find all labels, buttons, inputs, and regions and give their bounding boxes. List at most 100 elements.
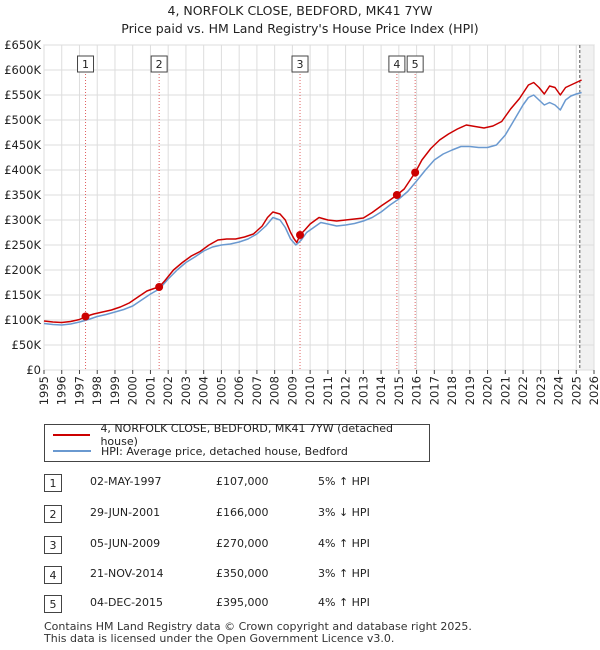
hpi-line — [43, 91, 582, 326]
legend-item-property: 4, NORFOLK CLOSE, BEDFORD, MK41 7YW (det… — [53, 422, 429, 448]
transaction-date: 04-DEC-2015 — [90, 596, 164, 609]
plot-area — [43, 44, 595, 371]
sale-box-label-5: 5 — [412, 58, 419, 71]
gridlines — [43, 44, 595, 371]
transaction-date: 05-JUN-2009 — [90, 537, 161, 550]
x-tick-label: 2009 — [285, 376, 299, 405]
transaction-hpi: 3% ↑ HPI — [318, 567, 370, 580]
sale-box-label-4: 4 — [393, 58, 400, 71]
x-tick-label: 2003 — [179, 376, 193, 405]
x-tick-label: 2001 — [143, 376, 157, 405]
y-tick-label: £150K — [4, 288, 41, 302]
x-tick-label: 2002 — [161, 376, 175, 405]
transaction-number: 3 — [44, 536, 62, 554]
x-axis: 1995 1996 1997 1998 1999 2000 2001 2002 2003 2004… — [37, 370, 600, 405]
x-tick-label: 2016 — [410, 376, 424, 405]
x-tick-label: 2026 — [587, 376, 600, 405]
x-tick-label: 1995 — [37, 376, 51, 405]
x-tick-label: 1996 — [55, 376, 69, 405]
sale-box-3 — [291, 55, 309, 73]
y-tick-label: £450K — [4, 138, 41, 152]
legend-label-hpi: HPI: Average price, detached house, Bedf… — [101, 444, 348, 458]
x-tick-label: 2023 — [534, 376, 548, 405]
transaction-number: 5 — [44, 595, 62, 613]
footer-licence: This data is licensed under the Open Gov… — [44, 632, 395, 645]
y-tick-label: £250K — [4, 238, 41, 252]
legend-label-property: 4, NORFOLK CLOSE, BEDFORD, MK41 7YW (det… — [100, 422, 393, 448]
y-tick-label: £500K — [4, 113, 41, 127]
x-tick-label: 2012 — [339, 376, 353, 405]
transaction-date: 21-NOV-2014 — [90, 567, 164, 580]
x-tick-label: 1998 — [90, 376, 104, 405]
x-tick-label: 2007 — [250, 376, 264, 405]
sale-box-4 — [388, 55, 406, 73]
y-tick-label: £400K — [4, 163, 41, 177]
x-tick-label: 2000 — [126, 376, 140, 405]
sale-box-2 — [150, 55, 168, 73]
x-tick-label: 2013 — [356, 376, 370, 405]
y-tick-label: £100K — [4, 313, 41, 327]
transaction-hpi: 3% ↓ HPI — [318, 506, 370, 519]
y-tick-label: £350K — [4, 188, 41, 202]
y-axis: £0 £50K £100K £150K £200K £250K £300K £350K £400… — [4, 38, 41, 377]
x-tick-label: 2014 — [374, 376, 388, 405]
sale-box-label-2: 2 — [156, 58, 163, 71]
transaction-number: 4 — [44, 566, 62, 584]
chart-subtitle: Price paid vs. HM Land Registry's House … — [121, 21, 479, 36]
transaction-price: £270,000 — [216, 537, 269, 550]
y-tick-label: £200K — [4, 263, 41, 277]
transaction-price: £107,000 — [216, 475, 269, 488]
x-tick-label: 2019 — [463, 376, 477, 405]
y-tick-label: £300K — [4, 213, 41, 227]
sale-box-label-3: 3 — [297, 58, 304, 71]
x-tick-label: 2005 — [214, 376, 228, 405]
series-lines — [43, 79, 582, 326]
property-line — [43, 79, 582, 324]
x-tick-label: 2006 — [232, 376, 246, 405]
legend-item-hpi: HPI: Average price, detached house, Bedf… — [53, 443, 348, 459]
transaction-number: 2 — [44, 505, 62, 523]
x-tick-label: 2010 — [303, 376, 317, 405]
transaction-price: £350,000 — [216, 567, 269, 580]
sale-point-3 — [296, 231, 305, 239]
y-tick-label: £550K — [4, 88, 41, 102]
sale-point-2 — [155, 283, 164, 291]
x-tick-label: 2024 — [552, 376, 566, 405]
transaction-date: 02-MAY-1997 — [90, 475, 162, 488]
sale-point-1 — [81, 312, 90, 321]
chart-title: 4, NORFOLK CLOSE, BEDFORD, MK41 7YW — [167, 3, 433, 18]
sale-markers-lines — [85, 62, 416, 370]
price-chart: £0 £50K £100K £150K £200K £250K £300K £350K £400… — [4, 38, 600, 405]
sale-box-1 — [77, 55, 95, 73]
x-tick-label: 2011 — [321, 376, 335, 405]
legend-swatch-property — [53, 434, 91, 436]
sale-point-4 — [392, 191, 401, 199]
x-tick-label: 2020 — [481, 376, 495, 405]
sale-box-label-1: 1 — [82, 58, 89, 71]
x-tick-label: 2008 — [268, 376, 282, 405]
sale-box-5 — [406, 55, 424, 73]
sale-points — [81, 168, 420, 321]
y-tick-label: £0 — [26, 363, 41, 377]
transaction-hpi: 5% ↑ HPI — [318, 475, 370, 488]
x-tick-label: 2004 — [197, 376, 211, 405]
x-tick-label: 1999 — [108, 376, 122, 405]
forecast-region — [579, 45, 594, 370]
x-tick-label: 2018 — [445, 376, 459, 405]
x-tick-label: 2021 — [498, 376, 512, 405]
transaction-date: 29-JUN-2001 — [90, 506, 161, 519]
transaction-price: £395,000 — [216, 596, 269, 609]
y-tick-label: £50K — [12, 338, 42, 352]
transaction-number: 1 — [44, 474, 62, 492]
legend: 4, NORFOLK CLOSE, BEDFORD, MK41 7YW (det… — [44, 422, 430, 462]
sale-point-5 — [411, 168, 420, 177]
transaction-price: £166,000 — [216, 506, 269, 519]
transaction-hpi: 4% ↑ HPI — [318, 596, 370, 609]
y-tick-label: £650K — [4, 38, 41, 52]
transaction-hpi: 4% ↑ HPI — [318, 537, 370, 550]
x-tick-label: 2015 — [392, 376, 406, 405]
footer-copyright: Contains HM Land Registry data © Crown c… — [44, 620, 472, 633]
legend-swatch-hpi — [53, 450, 91, 452]
y-tick-label: £600K — [4, 63, 41, 77]
